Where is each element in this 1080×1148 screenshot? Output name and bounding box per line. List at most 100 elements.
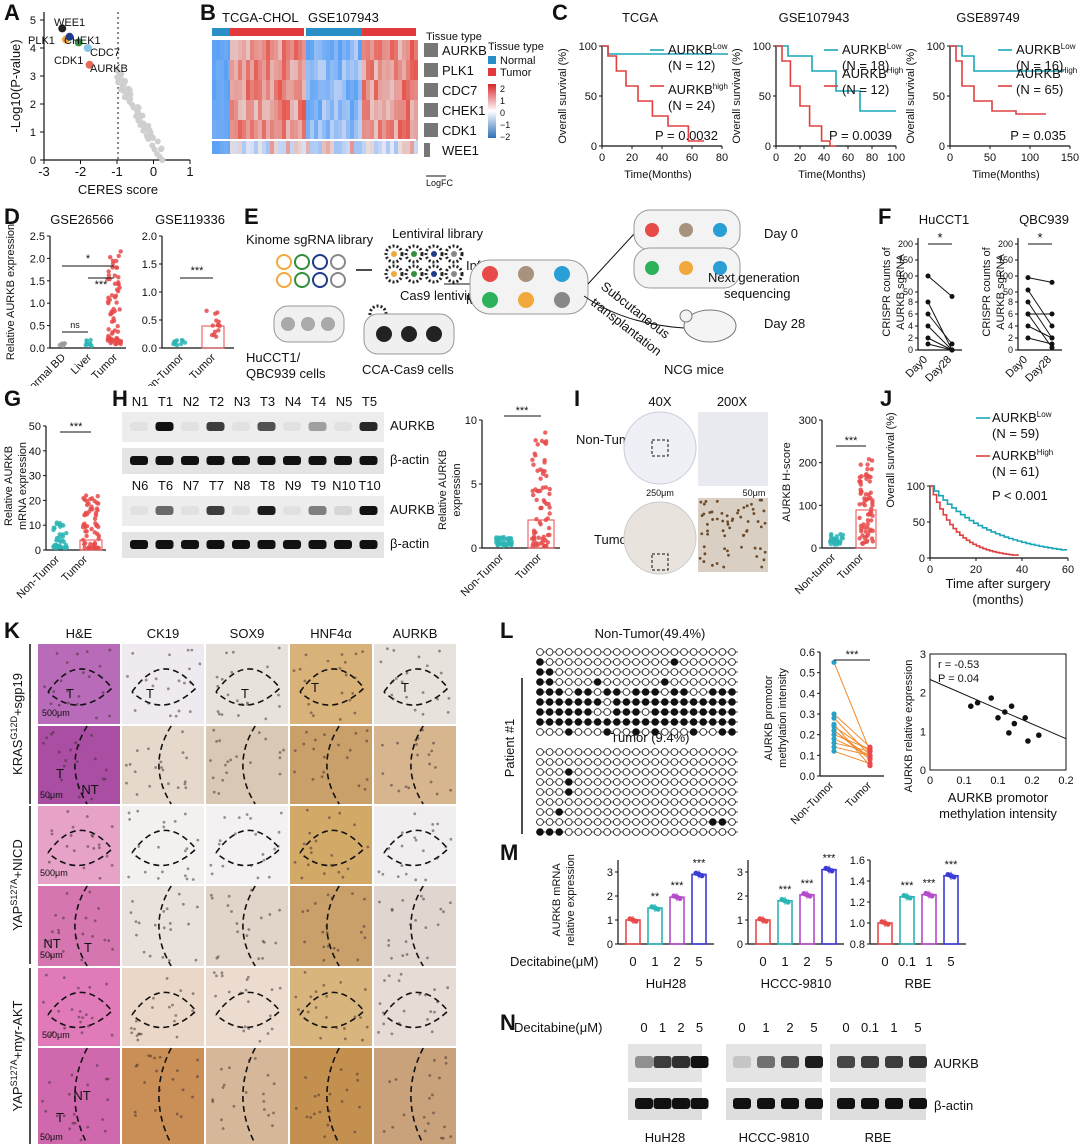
- heatmap-cell: [342, 140, 346, 154]
- k-nucleus: [110, 1033, 114, 1037]
- k-nucleus: [230, 910, 233, 913]
- f-ytick-label: 200: [898, 239, 913, 249]
- panel-letter-f: F: [878, 204, 892, 229]
- k-tile: [38, 726, 120, 804]
- k-tile: [122, 1048, 204, 1144]
- heatmap-cell: [274, 40, 278, 60]
- k-nucleus: [231, 650, 235, 654]
- km-c-2-ytick-label: 50: [933, 91, 945, 103]
- l-nontumor-cpg: [545, 698, 554, 706]
- k-nucleus: [218, 839, 222, 843]
- k-nucleus: [381, 772, 385, 775]
- km-c-1-xtick-label: 60: [842, 152, 854, 164]
- i-hi-tumor-nucleus: [755, 555, 759, 558]
- l-nontumor-cpg: [593, 728, 602, 736]
- l-tumor-cpg: [555, 748, 563, 756]
- h-dot-tumor: [533, 530, 538, 535]
- k-nucleus: [262, 1092, 265, 1096]
- g-dot-tumor: [95, 531, 100, 537]
- h-dot-tumor: [534, 497, 539, 503]
- l-nontumor-cpg: [613, 688, 621, 696]
- k-tumor-outline: [47, 991, 114, 1029]
- m-dose-label: 5: [947, 954, 954, 969]
- l-ytick-label: 0.6: [800, 647, 815, 659]
- heatmap-cell: [212, 40, 216, 60]
- k-nucleus: [390, 693, 394, 697]
- l-tumor-cpg: [689, 778, 698, 786]
- k-nucleus: [400, 831, 404, 835]
- heatmap-cell: [318, 140, 322, 154]
- k-nucleus: [302, 742, 306, 746]
- n-dose-label: 1: [659, 1020, 666, 1035]
- k-nucleus: [110, 825, 114, 828]
- km-c-1-xtick-label: 80: [866, 152, 878, 164]
- k-scalebar: 50μm: [40, 790, 63, 800]
- d1-dot-tumor: [107, 276, 112, 282]
- heatmap-cell: [266, 80, 270, 100]
- f-dot: [1025, 323, 1031, 329]
- l-nontumor-cpg: [565, 678, 573, 686]
- heatmap-cell: [302, 60, 306, 80]
- d2-cat: Non-Tumor: [139, 351, 187, 386]
- k-nucleus: [436, 1000, 439, 1004]
- k-nucleus: [404, 785, 408, 789]
- k-nucleus: [359, 1016, 362, 1020]
- km-c-high-n-2: (N = 65): [1016, 82, 1063, 97]
- m-dose-label: 2: [673, 954, 680, 969]
- heatmap-cell: [338, 120, 342, 140]
- l-nontumor-cpg: [574, 708, 583, 716]
- e-sgrna-plasmid: [312, 254, 328, 270]
- l-patient-label: Patient #1: [502, 719, 517, 778]
- heatmap-cell: [282, 60, 286, 80]
- m-ytick-label: 1.0: [850, 918, 865, 930]
- k-nucleus: [168, 653, 171, 657]
- m-ytick-label: 1.6: [850, 855, 865, 867]
- e-cas9-label: Cas9 lentivirus: [400, 288, 486, 303]
- h-lane-label: N5: [336, 394, 353, 409]
- k-nucleus: [340, 653, 344, 656]
- k-nucleus: [211, 776, 215, 780]
- l-nontumor-cpg: [536, 708, 544, 716]
- heatmap-cell: [406, 120, 410, 140]
- km-c-low-label-0: AURKBLow: [668, 42, 728, 57]
- k-nucleus: [314, 839, 318, 843]
- k-nucleus: [338, 811, 342, 815]
- h-dot-tumor: [540, 471, 546, 477]
- l-tumor-cpg: [584, 828, 592, 836]
- d2-dot-tumor: [212, 329, 218, 335]
- f-pair-line: [1027, 313, 1053, 348]
- heatmap-cell: [346, 80, 350, 100]
- heatmap-cell: [318, 40, 322, 60]
- m-dose-label: 0.1: [898, 954, 916, 969]
- k-nucleus: [103, 1129, 107, 1133]
- k-nucleus: [311, 714, 315, 718]
- k-nucleus: [85, 815, 89, 818]
- j-low-label: AURKBLow: [992, 410, 1052, 425]
- l-tumor-cpg: [603, 788, 611, 796]
- km-c-0-ytick-label: 100: [579, 41, 597, 53]
- heatmap-cell: [362, 60, 366, 80]
- g-dot-nontumor: [56, 538, 62, 543]
- l-nontumor-cpg: [536, 658, 544, 666]
- l-pair-line: [833, 717, 871, 756]
- k-nucleus: [77, 744, 81, 747]
- k-nucleus: [130, 1031, 134, 1035]
- l-tumor-cpg: [651, 758, 660, 766]
- km-c-1-ytick-label: 100: [753, 41, 771, 53]
- panel-letter-d: D: [4, 204, 20, 229]
- n-band-actin: [672, 1098, 690, 1109]
- k-nucleus: [428, 762, 431, 766]
- heatmap-scale-tick: 2: [500, 84, 505, 94]
- k-tumor-outline: [383, 668, 450, 706]
- l-cor-ylabel: AURKB relative expression: [903, 660, 915, 793]
- k-nucleus: [301, 910, 305, 913]
- l-dot-nontumor: [831, 727, 837, 734]
- m-drug-label: Decitabine(μM): [510, 954, 598, 969]
- heatmap-cell: [220, 40, 224, 60]
- m-bar-dot: [907, 895, 913, 901]
- l-nontumor-cpg: [661, 648, 669, 656]
- k-nucleus: [74, 936, 78, 940]
- j-xlabel1: Time after surgery: [946, 576, 1051, 591]
- km-c-p-0: P = 0.0032: [655, 128, 718, 143]
- k-nucleus: [330, 853, 334, 857]
